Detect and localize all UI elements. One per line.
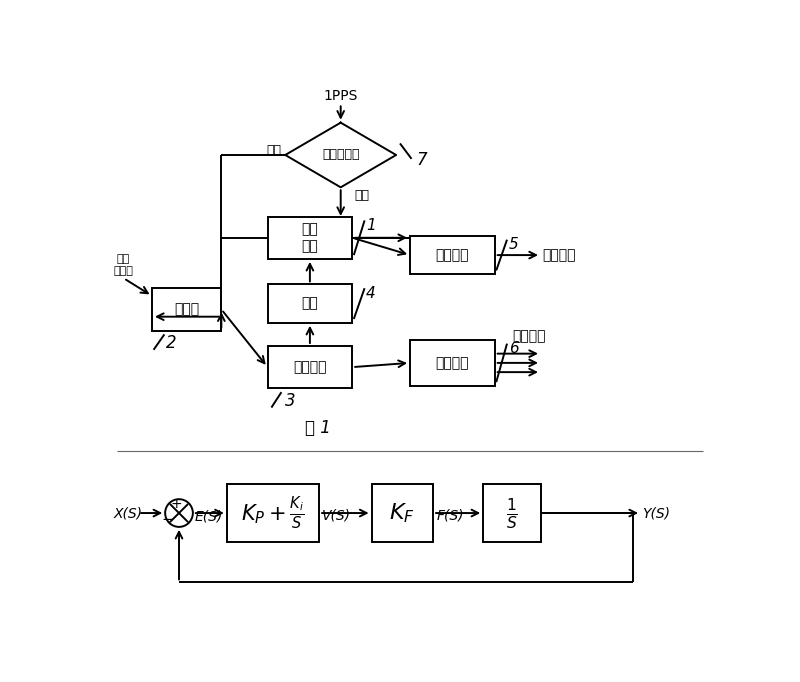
Bar xyxy=(410,236,494,274)
Text: +: + xyxy=(170,496,182,511)
Text: $\frac{1}{S}$: $\frac{1}{S}$ xyxy=(506,496,518,531)
Text: 时间生成: 时间生成 xyxy=(542,248,576,262)
Text: −: − xyxy=(162,512,174,527)
Text: 数字
鉴相: 数字 鉴相 xyxy=(302,222,318,253)
Text: 无效: 无效 xyxy=(266,144,282,157)
Text: 5: 5 xyxy=(509,237,518,252)
Bar xyxy=(226,484,319,542)
Text: 分频: 分频 xyxy=(302,297,318,310)
Text: $K_F$: $K_F$ xyxy=(390,501,415,525)
Text: 频率合成: 频率合成 xyxy=(436,356,469,370)
Text: Y(S): Y(S) xyxy=(642,506,670,520)
Text: 调节器: 调节器 xyxy=(174,302,199,316)
Bar xyxy=(267,346,352,388)
Text: 时钟模块: 时钟模块 xyxy=(436,248,469,262)
Bar xyxy=(410,340,494,386)
Bar xyxy=(267,217,352,259)
Text: V(S): V(S) xyxy=(322,508,351,522)
Bar xyxy=(152,288,222,331)
Text: 2: 2 xyxy=(166,334,177,353)
Text: $K_P+\frac{K_i}{S}$: $K_P+\frac{K_i}{S}$ xyxy=(241,494,305,531)
Text: 3: 3 xyxy=(285,392,295,410)
Text: 4: 4 xyxy=(366,286,376,301)
Text: 频率生成: 频率生成 xyxy=(513,329,546,343)
Bar xyxy=(267,284,352,323)
Bar xyxy=(483,484,541,542)
Bar xyxy=(371,484,433,542)
Text: 7: 7 xyxy=(416,151,426,169)
Text: 1: 1 xyxy=(366,218,376,233)
Text: 有效性判断: 有效性判断 xyxy=(322,149,359,162)
Text: 锁定
初始値: 锁定 初始値 xyxy=(114,254,134,276)
Text: 高稳晶振: 高稳晶振 xyxy=(293,360,326,374)
Text: X(S): X(S) xyxy=(114,506,142,520)
Text: 图 1: 图 1 xyxy=(305,419,330,437)
Text: F(S): F(S) xyxy=(436,508,464,522)
Text: 6: 6 xyxy=(509,341,518,356)
Text: E(S): E(S) xyxy=(194,509,222,523)
Text: 有效: 有效 xyxy=(354,188,370,201)
Text: 1PPS: 1PPS xyxy=(323,89,358,103)
